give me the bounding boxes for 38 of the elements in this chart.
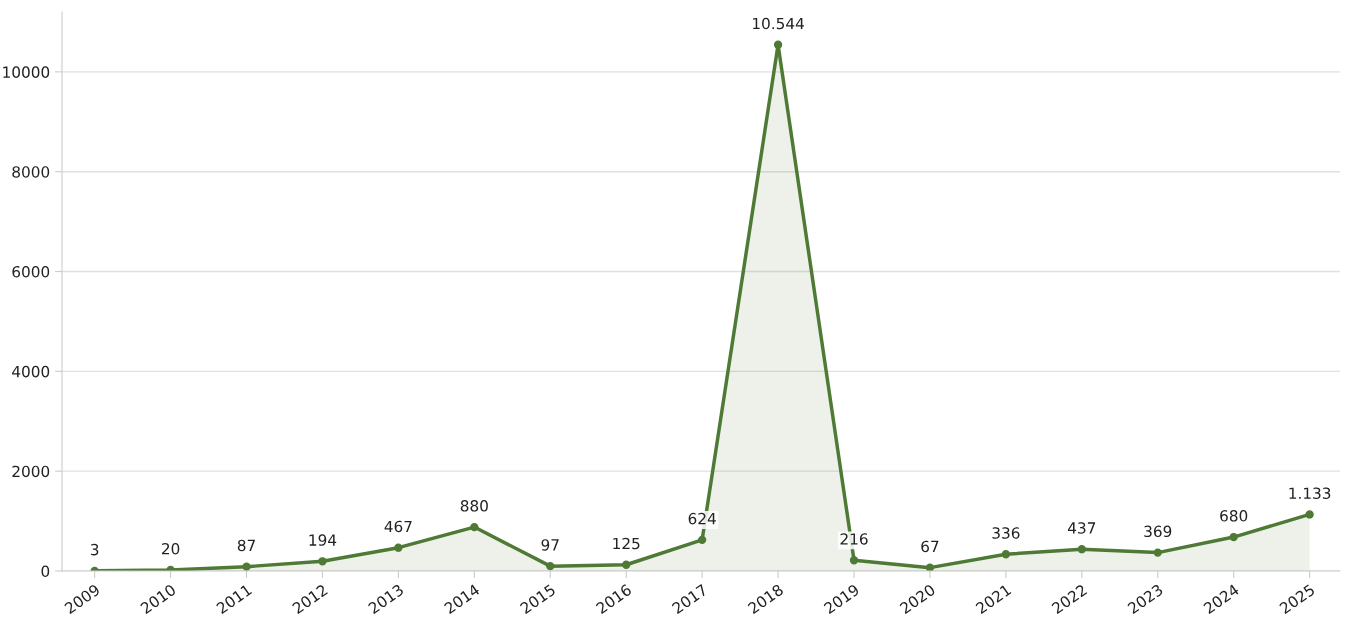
data-label: 10.544 xyxy=(753,17,804,30)
point xyxy=(1077,545,1086,554)
point xyxy=(470,522,479,532)
point xyxy=(546,561,555,571)
data-label: 624 xyxy=(688,512,716,525)
point xyxy=(1305,510,1314,519)
data-label: 336 xyxy=(992,527,1020,539)
point xyxy=(1001,550,1011,559)
data-label: 1.133 xyxy=(1289,487,1331,499)
data-label: 67 xyxy=(921,540,939,553)
point xyxy=(773,40,783,49)
data-label: 216 xyxy=(840,533,868,545)
data-label: 369 xyxy=(1144,525,1172,538)
point xyxy=(318,557,327,566)
y-tick-label: 0 xyxy=(41,565,50,578)
y-tick-label: 6000 xyxy=(12,266,50,278)
point xyxy=(394,543,403,552)
y-tick-label: 4000 xyxy=(12,365,50,378)
point xyxy=(622,560,631,569)
data-label: 880 xyxy=(460,500,488,512)
point xyxy=(849,556,859,565)
point xyxy=(925,563,935,571)
data-label: 125 xyxy=(613,537,640,550)
data-label: 87 xyxy=(237,539,255,552)
y-tick-label: 2000 xyxy=(12,465,50,478)
point xyxy=(697,535,707,545)
data-label: 194 xyxy=(309,534,337,546)
data-label: 437 xyxy=(1067,522,1096,534)
data-label: 467 xyxy=(384,520,412,533)
point xyxy=(1153,548,1162,557)
point xyxy=(1229,532,1238,542)
point xyxy=(242,562,251,571)
data-label: 680 xyxy=(1220,510,1248,522)
data-label: 20 xyxy=(161,542,180,555)
data-label: 97 xyxy=(541,539,559,551)
y-tick-label: 8000 xyxy=(12,166,50,178)
data-label: 3 xyxy=(90,543,99,556)
y-tick-label: 10000 xyxy=(3,66,50,78)
